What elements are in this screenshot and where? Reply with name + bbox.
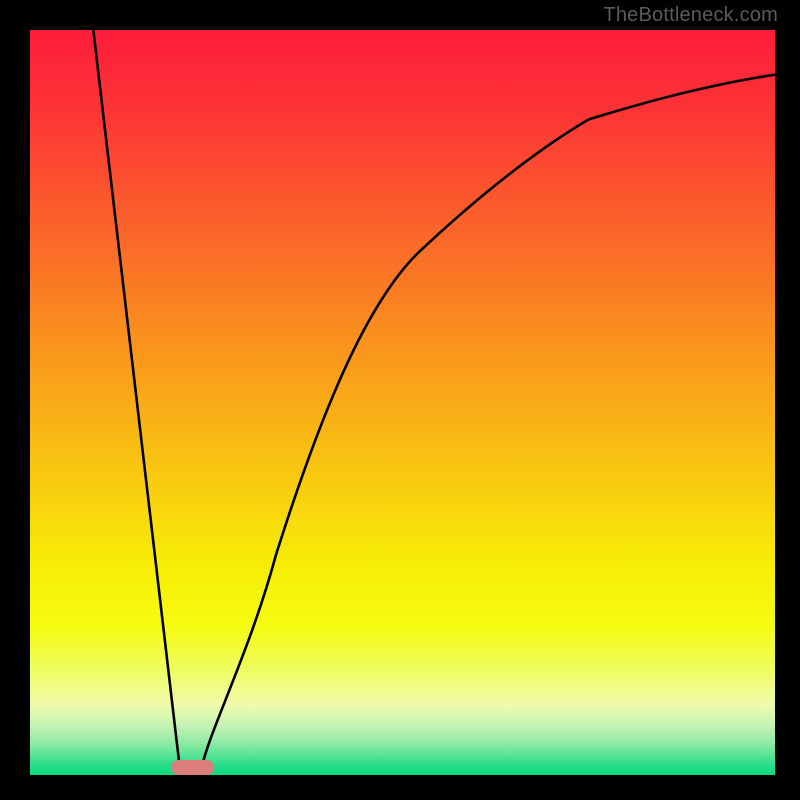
minimum-marker <box>171 760 213 775</box>
watermark-text: TheBottleneck.com <box>603 4 778 27</box>
curve-svg <box>30 30 775 775</box>
plot-area <box>30 30 775 775</box>
bottleneck-curve <box>93 30 775 769</box>
